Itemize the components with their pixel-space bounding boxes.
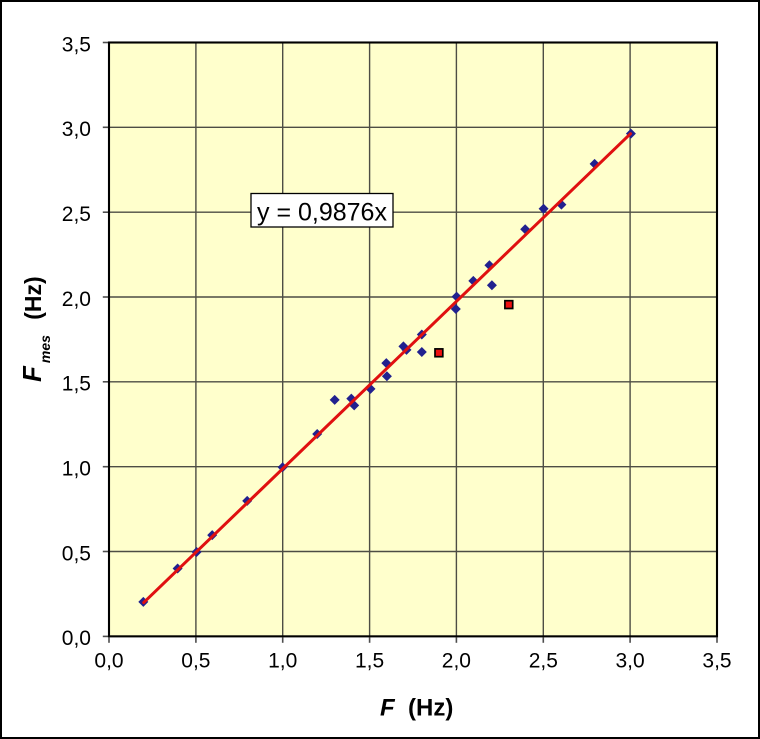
svg-text:3,5: 3,5 bbox=[62, 33, 91, 56]
svg-text:3,5: 3,5 bbox=[702, 649, 731, 672]
svg-text:y = 0,9876x: y = 0,9876x bbox=[257, 199, 387, 227]
svg-text:2,5: 2,5 bbox=[62, 203, 91, 226]
svg-text:0,5: 0,5 bbox=[181, 649, 210, 672]
svg-text:Fmes (Hz): Fmes (Hz) bbox=[17, 276, 53, 382]
svg-text:3,0: 3,0 bbox=[62, 118, 91, 141]
svg-text:F (Hz): F (Hz) bbox=[380, 695, 453, 722]
svg-text:0,5: 0,5 bbox=[62, 542, 91, 565]
svg-text:1,0: 1,0 bbox=[268, 649, 297, 672]
svg-text:2,0: 2,0 bbox=[442, 649, 471, 672]
svg-text:2,0: 2,0 bbox=[62, 288, 91, 311]
svg-text:1,5: 1,5 bbox=[355, 649, 384, 672]
svg-text:0,0: 0,0 bbox=[62, 627, 91, 650]
svg-text:0,0: 0,0 bbox=[94, 649, 123, 672]
svg-text:1,0: 1,0 bbox=[62, 458, 91, 481]
svg-text:1,5: 1,5 bbox=[62, 373, 91, 396]
svg-text:3,0: 3,0 bbox=[615, 649, 644, 672]
svg-text:2,5: 2,5 bbox=[529, 649, 558, 672]
